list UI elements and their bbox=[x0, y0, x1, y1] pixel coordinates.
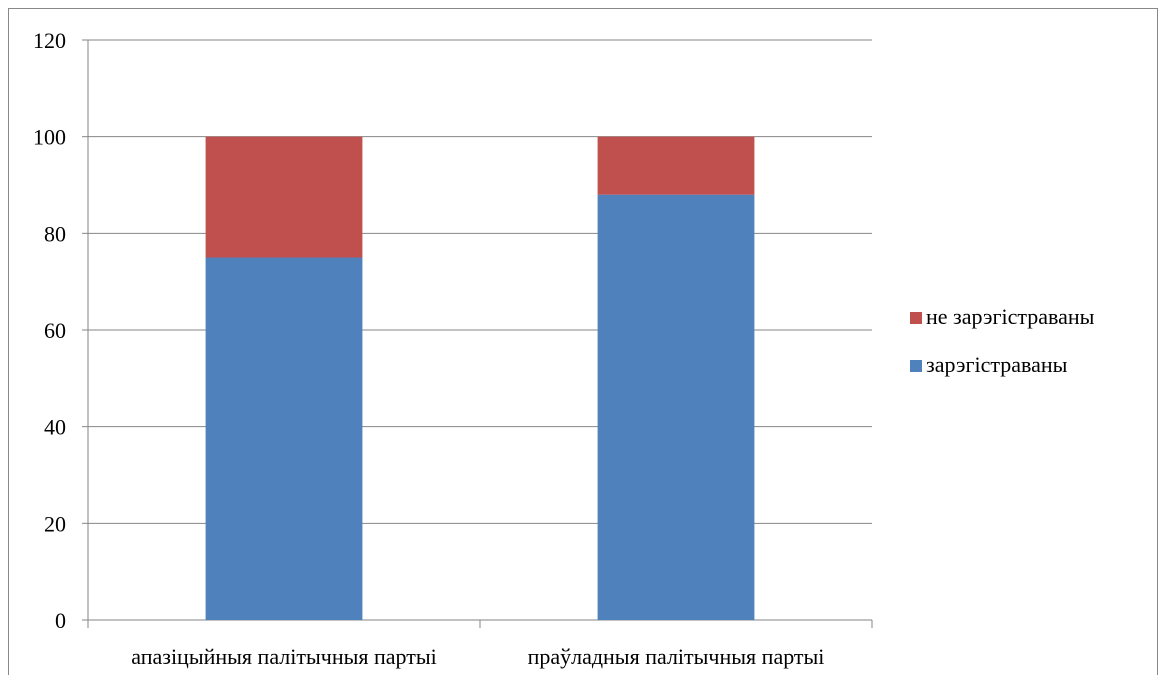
y-tick-label: 120 bbox=[33, 28, 66, 53]
tick-labels: 0 20 40 60 80 100 120 апазіцыйныя палітычныя па… bbox=[33, 28, 824, 669]
bars bbox=[205, 136, 755, 620]
bar-segment bbox=[205, 257, 363, 620]
chart-frame bbox=[8, 8, 1158, 675]
y-tick-label: 20 bbox=[44, 511, 66, 536]
x-tick-label: праўладныя палітычныя партыі bbox=[528, 644, 825, 669]
bar-segment bbox=[597, 136, 755, 195]
legend-label: не зарэгістраваны bbox=[926, 304, 1095, 329]
y-tick-label: 100 bbox=[33, 125, 66, 150]
y-tick-label: 40 bbox=[44, 415, 66, 440]
legend-label: зарэгістраваны bbox=[926, 352, 1068, 377]
legend-swatch bbox=[910, 360, 922, 372]
bar-segment bbox=[597, 194, 755, 620]
legend-swatch bbox=[910, 312, 922, 324]
y-tick-label: 80 bbox=[44, 221, 66, 246]
x-tick-label: апазіцыйныя палітычныя партыі bbox=[131, 644, 437, 669]
y-tick-label: 60 bbox=[44, 318, 66, 343]
bar-segment bbox=[205, 136, 363, 258]
legend: не зарэгістраваны зарэгістраваны bbox=[910, 304, 1095, 377]
y-tick-label: 0 bbox=[55, 608, 66, 633]
